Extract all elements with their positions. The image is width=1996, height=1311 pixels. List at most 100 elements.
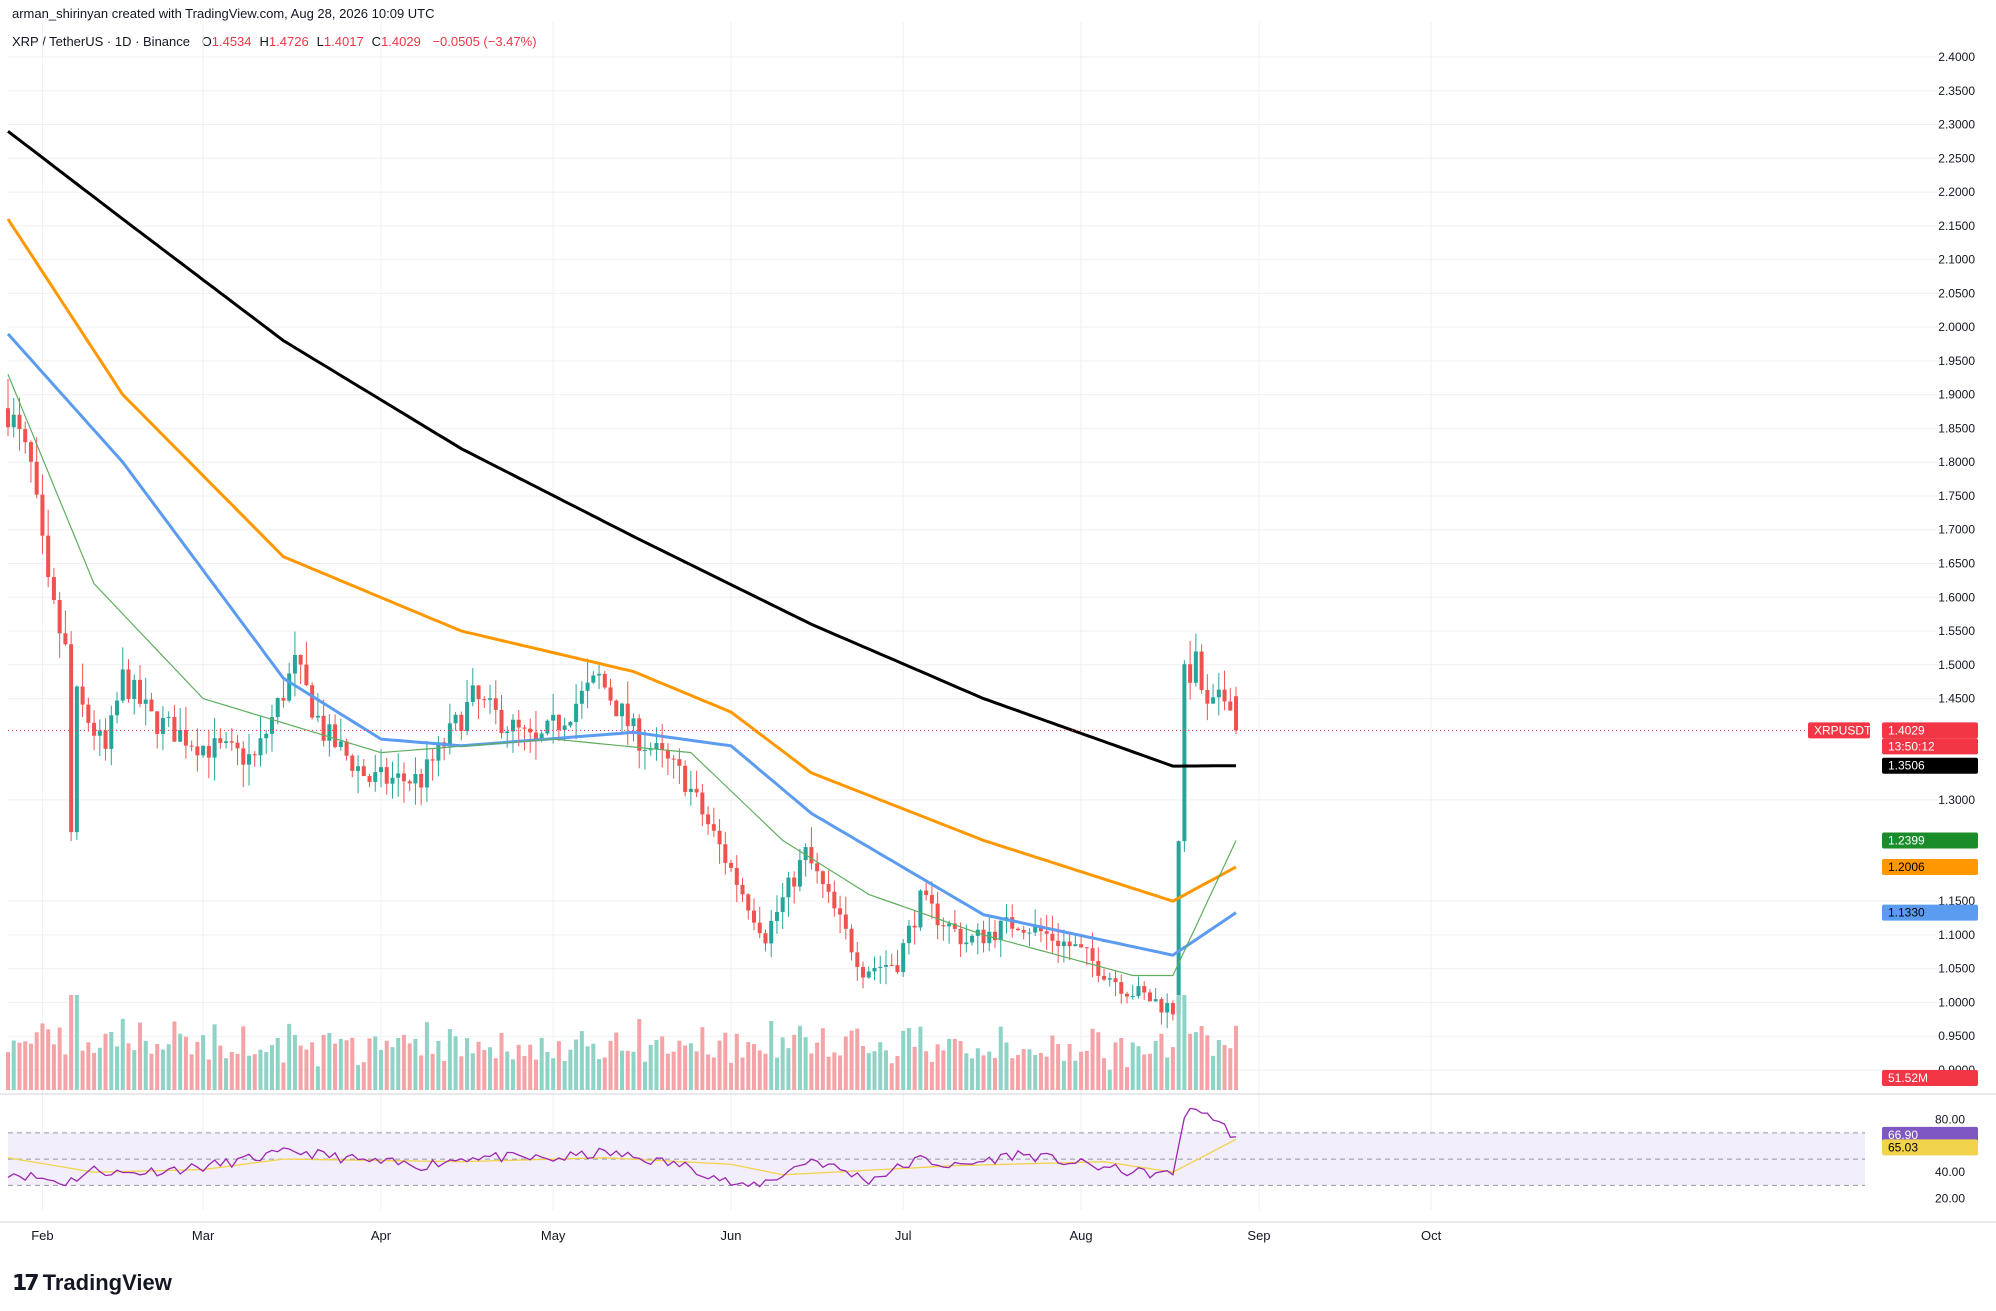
volume-bar [488, 1047, 493, 1090]
time-tick: Jul [895, 1228, 912, 1243]
volume-bar [843, 1036, 848, 1090]
volume-bar [1176, 995, 1181, 1090]
volume-bar [235, 1053, 240, 1090]
candle [327, 724, 332, 741]
ohlc-key-l: L [316, 34, 324, 49]
volume-bar [533, 1059, 538, 1090]
price-label: 1.4029 [1882, 722, 1978, 739]
volume-bar [361, 1062, 366, 1090]
candle [281, 698, 286, 701]
candle [740, 884, 745, 895]
volume-bar [338, 1038, 343, 1090]
candle [1061, 941, 1066, 947]
volume-bar [367, 1038, 372, 1090]
candle [671, 758, 676, 760]
volume-bar [579, 1031, 584, 1090]
price-label-text: XRPUSDT [1814, 723, 1872, 737]
price-tick: 2.2500 [1938, 151, 1975, 165]
candle [1205, 690, 1210, 704]
volume-bar [298, 1045, 303, 1090]
candle [906, 925, 911, 944]
candle [396, 773, 401, 778]
volume-bar [1061, 1060, 1066, 1090]
volume-bar [952, 1038, 957, 1090]
volume-bar [815, 1042, 820, 1090]
volume-bar [998, 1026, 1003, 1090]
candle [378, 767, 384, 773]
candle [602, 673, 607, 688]
candle [224, 741, 229, 743]
candle [373, 772, 378, 782]
volume-bar [86, 1042, 91, 1090]
volume-bar [396, 1037, 401, 1090]
candle [23, 429, 28, 443]
volume-bar [241, 1026, 246, 1090]
volume-bar [809, 1053, 814, 1090]
volume-bar [258, 1049, 263, 1090]
candle [160, 717, 165, 734]
volume-bar [1124, 1067, 1130, 1090]
candle [769, 920, 774, 944]
volume-bar [751, 1044, 757, 1090]
tradingview-brand[interactable]: 𝟭𝟳 TradingView [12, 1270, 172, 1296]
candle [1010, 917, 1015, 929]
time-tick: May [541, 1228, 566, 1243]
candle [1182, 664, 1187, 842]
candle [751, 910, 757, 923]
volume-bar [160, 1049, 165, 1090]
candle [533, 732, 538, 740]
candle [912, 925, 917, 928]
price-axis[interactable]: 2.4000 2.3500 2.3000 2.2500 2.2000 2.1500 2.10… [1938, 50, 1975, 1077]
candle [1136, 986, 1141, 997]
candle [367, 776, 372, 782]
volume-bar [792, 1034, 797, 1090]
volume-bar [103, 1033, 108, 1090]
candle [1147, 992, 1152, 1002]
volume-bar [292, 1034, 297, 1090]
volume-bar [941, 1050, 946, 1090]
time-tick: Apr [371, 1228, 392, 1243]
price-label-bg [1882, 757, 1978, 774]
volume-bar [436, 1040, 441, 1090]
rsi-label-bg [1882, 1139, 1978, 1156]
candle [1084, 947, 1089, 949]
volume-bar [304, 1049, 309, 1090]
candle [579, 690, 584, 704]
candle [826, 884, 831, 892]
candle [620, 703, 625, 717]
volume-bar [442, 1060, 447, 1090]
volume-bar [648, 1044, 653, 1090]
volume-bar [424, 1022, 429, 1090]
candle [97, 730, 102, 736]
candle [1067, 941, 1072, 947]
candle [1119, 982, 1124, 994]
volume-bar [120, 1018, 125, 1090]
candle [556, 714, 561, 730]
volume-bar [430, 1053, 435, 1090]
volume-bar [115, 1046, 120, 1090]
candle [1107, 978, 1112, 980]
volume-bar [861, 1046, 866, 1090]
volume-bar [918, 1026, 923, 1090]
candle [522, 727, 527, 729]
volume-bar [1056, 1044, 1061, 1090]
volume-bar [1107, 1069, 1112, 1090]
time-tick: Mar [192, 1228, 215, 1243]
volume-bar [1199, 1026, 1204, 1090]
candle [952, 923, 957, 929]
volume-bar [281, 1062, 286, 1090]
volume-bar [453, 1036, 458, 1090]
candle [528, 728, 533, 733]
candle [505, 731, 510, 734]
volume-bar [826, 1056, 831, 1090]
candle [143, 699, 148, 704]
candle [510, 719, 515, 732]
candle [1199, 651, 1204, 691]
volume-bar [1165, 1057, 1170, 1090]
volume-bar [631, 1051, 636, 1090]
candle [264, 733, 269, 739]
price-tick: 1.4500 [1938, 692, 1975, 706]
price-tick: 1.6000 [1938, 590, 1975, 604]
volume-bar [1073, 1060, 1078, 1090]
